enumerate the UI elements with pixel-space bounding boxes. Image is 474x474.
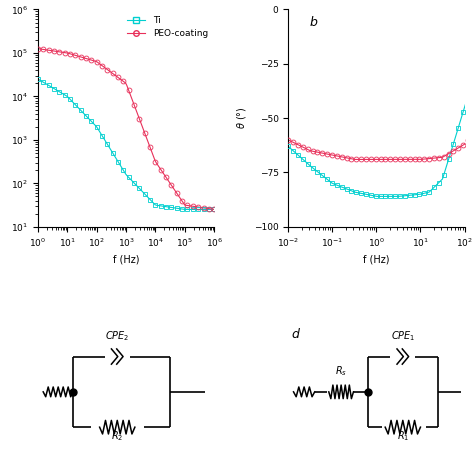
Text: $R_s$: $R_s$ [335,365,347,378]
Text: $CPE_1$: $CPE_1$ [391,329,415,343]
Text: $CPE_2$: $CPE_2$ [105,329,129,343]
X-axis label: f (Hz): f (Hz) [363,255,390,264]
Text: $R_2$: $R_2$ [111,429,123,444]
Text: $R_1$: $R_1$ [397,429,409,444]
Text: d: d [292,328,300,341]
Legend: Ti, PEO-coating: Ti, PEO-coating [126,14,210,40]
Text: b: b [310,16,317,29]
X-axis label: f (Hz): f (Hz) [113,255,139,264]
Y-axis label: $\theta$ (°): $\theta$ (°) [235,107,248,129]
